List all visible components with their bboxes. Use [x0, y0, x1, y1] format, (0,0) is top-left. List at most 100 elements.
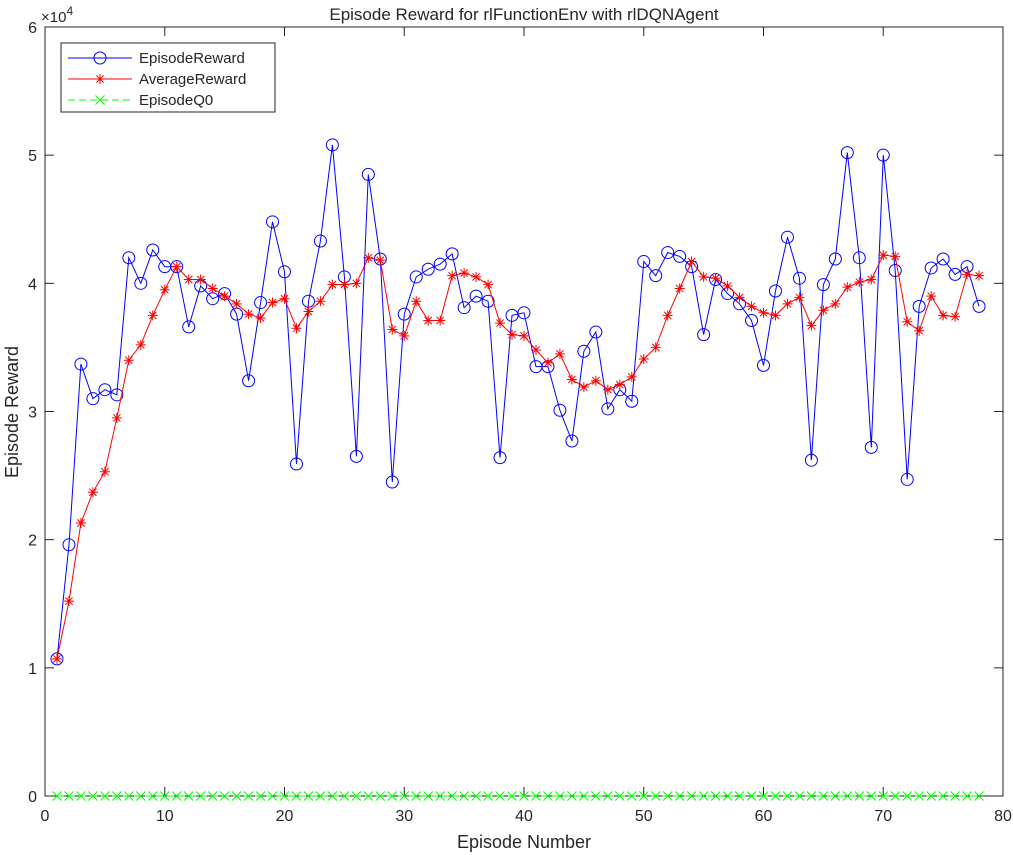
data-point [447, 270, 458, 281]
data-point [888, 264, 902, 278]
legend: EpisodeReward AverageReward EpisodeQ0 [60, 42, 276, 113]
data-point [100, 791, 110, 801]
data-point [171, 261, 182, 272]
data-point [183, 791, 194, 801]
x-tick-label: 70 [874, 808, 892, 825]
data-point [710, 791, 721, 801]
data-point [411, 296, 422, 307]
data-point [950, 311, 961, 322]
y-tick-label: 1 [28, 661, 37, 678]
x-tick-label: 0 [41, 808, 50, 825]
data-point [936, 252, 950, 266]
data-point [567, 791, 577, 801]
data-point [697, 328, 711, 342]
data-point [602, 384, 613, 395]
data-point [279, 293, 290, 304]
data-point [722, 280, 733, 291]
series-EpisodeQ0 [52, 791, 984, 801]
series-AverageReward [51, 250, 985, 664]
data-point [99, 466, 110, 477]
data-point [63, 596, 74, 607]
data-point [926, 791, 937, 801]
data-point [183, 274, 194, 285]
data-point [698, 791, 709, 801]
series-layer [50, 138, 986, 801]
data-point [926, 291, 937, 302]
data-point [543, 791, 553, 801]
data-point [650, 791, 661, 801]
data-point [818, 305, 829, 316]
data-point [291, 791, 302, 801]
data-point [123, 355, 134, 366]
data-point [962, 791, 972, 801]
y-tick-label: 3 [28, 405, 37, 422]
data-point [757, 358, 770, 372]
data-point [279, 791, 290, 801]
data-point [782, 298, 793, 309]
y-tick-label: 2 [28, 533, 37, 550]
data-point [423, 791, 434, 801]
data-point [351, 791, 362, 801]
data-point [98, 383, 112, 397]
y-tick-label: 5 [28, 148, 37, 165]
data-point [267, 791, 278, 801]
data-point [123, 791, 134, 801]
data-point [770, 791, 781, 801]
data-point [399, 791, 410, 801]
data-point [818, 791, 829, 801]
data-point [589, 325, 603, 339]
data-point [674, 791, 685, 801]
data-point [111, 791, 122, 801]
data-point [75, 518, 86, 529]
data-point [147, 310, 158, 321]
data-point [375, 791, 386, 801]
data-point [555, 791, 565, 801]
x-tick-label: 10 [156, 808, 174, 825]
data-point [577, 344, 591, 358]
data-point [650, 342, 661, 353]
data-point [517, 306, 531, 320]
data-point [578, 382, 589, 393]
data-point [579, 791, 589, 801]
data-point [88, 791, 98, 801]
data-point [878, 791, 889, 801]
data-point [542, 357, 553, 368]
legend-entry: EpisodeReward [68, 50, 245, 67]
data-point [255, 791, 266, 801]
data-point [50, 652, 64, 666]
data-point [842, 791, 853, 801]
data-point [782, 791, 793, 801]
data-point [433, 257, 447, 271]
data-point [662, 791, 673, 801]
data-point [662, 310, 673, 321]
data-point [758, 307, 769, 318]
data-point [890, 791, 901, 801]
data-point [972, 299, 986, 313]
data-point [938, 791, 948, 801]
data-point [51, 653, 62, 664]
data-point [625, 394, 639, 408]
data-point [361, 167, 375, 181]
data-point [363, 791, 374, 801]
data-point [111, 412, 122, 423]
legend-label: AverageReward [139, 71, 246, 88]
data-point [339, 279, 350, 290]
data-point [327, 791, 338, 801]
data-point [95, 95, 105, 105]
data-point [195, 274, 206, 285]
data-point [794, 791, 805, 801]
data-point [638, 791, 649, 801]
data-point [471, 791, 481, 801]
data-point [445, 247, 459, 261]
data-point [254, 296, 268, 310]
data-point [459, 791, 469, 801]
data-point [219, 291, 230, 302]
y-tick-label: 4 [28, 276, 37, 293]
data-point [686, 791, 697, 801]
y-tick-label: 6 [28, 20, 37, 37]
data-point [614, 791, 625, 801]
data-point [530, 344, 541, 355]
data-point [397, 307, 411, 321]
legend-label: EpisodeQ0 [139, 92, 213, 109]
